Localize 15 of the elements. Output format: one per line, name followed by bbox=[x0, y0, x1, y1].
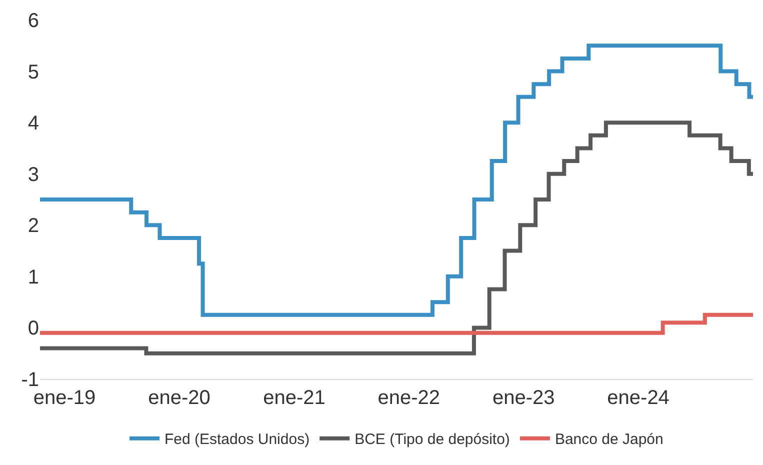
y-tick-label: 6 bbox=[28, 10, 39, 32]
y-tick-label: 4 bbox=[28, 112, 39, 135]
legend-label: Banco de Japón bbox=[554, 431, 664, 448]
y-tick-label: 3 bbox=[28, 164, 39, 186]
x-tick-label: ene-20 bbox=[148, 387, 210, 409]
legend-label: Fed (Estados Unidos) bbox=[164, 431, 310, 448]
x-tick-label: ene-22 bbox=[378, 387, 440, 409]
legend-label: BCE (Tipo de depósito) bbox=[354, 431, 510, 448]
y-tick-label: 0 bbox=[28, 318, 39, 340]
x-tick-label: ene-24 bbox=[607, 387, 670, 409]
y-tick-label: 2 bbox=[28, 215, 39, 238]
y-tick-label: 1 bbox=[28, 266, 39, 288]
x-tick-label: ene-23 bbox=[492, 387, 555, 409]
x-tick-label: ene-21 bbox=[263, 387, 326, 409]
y-tick-label: 5 bbox=[28, 61, 39, 84]
